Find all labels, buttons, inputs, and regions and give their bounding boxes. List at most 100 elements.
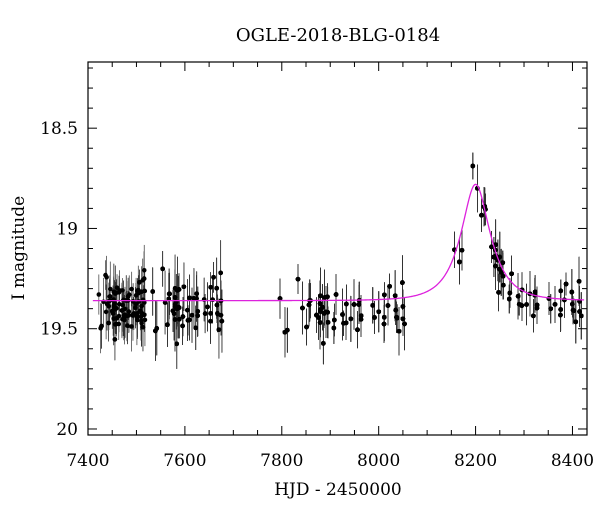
data-point <box>497 254 503 260</box>
data-point <box>165 322 170 328</box>
data-point <box>578 313 584 319</box>
data-point <box>189 312 195 318</box>
data-point <box>122 312 128 318</box>
y-tick-label: 20 <box>56 420 78 440</box>
data-point <box>215 311 220 316</box>
data-point <box>119 308 125 313</box>
data-point <box>314 312 319 318</box>
data-point <box>321 341 326 346</box>
data-point <box>381 321 387 327</box>
data-point <box>396 328 402 334</box>
axis-ticks <box>87 62 587 435</box>
data-point <box>136 299 142 304</box>
data-point <box>524 302 529 307</box>
data-point <box>107 294 113 299</box>
data-point <box>219 318 225 324</box>
data-point <box>110 308 115 314</box>
data-point <box>501 282 506 288</box>
data-point <box>141 267 147 273</box>
data-point <box>218 270 223 276</box>
data-point <box>534 302 540 308</box>
data-point <box>348 316 354 322</box>
data-point <box>139 320 144 326</box>
data-point <box>126 309 132 314</box>
x-tick-label: 8200 <box>454 451 497 471</box>
data-point <box>531 313 536 319</box>
data-point <box>400 304 406 309</box>
y-tick-label: 19 <box>56 219 78 239</box>
data-point <box>552 302 558 307</box>
data-point <box>99 323 104 329</box>
data-point <box>320 305 325 310</box>
data-point <box>300 305 305 311</box>
data-point <box>532 289 538 295</box>
error-bars <box>98 152 582 369</box>
data-point <box>325 320 331 325</box>
data-point <box>570 307 576 313</box>
data-point <box>356 302 362 307</box>
data-point <box>344 301 349 307</box>
data-point <box>154 326 160 331</box>
data-point <box>385 303 391 308</box>
data-point <box>194 291 200 296</box>
y-axis-label: I magnitude <box>9 196 29 300</box>
data-point <box>295 276 301 282</box>
data-point <box>126 313 132 318</box>
data-point <box>187 295 192 301</box>
data-point <box>489 244 494 250</box>
data-point <box>116 301 122 307</box>
data-point <box>191 296 197 301</box>
x-tick-label: 7600 <box>163 451 206 471</box>
data-point <box>394 315 400 321</box>
data-point <box>558 312 563 318</box>
data-point <box>121 316 126 322</box>
data-point <box>180 323 185 329</box>
data-point <box>332 317 337 323</box>
data-point <box>402 321 407 327</box>
data-point <box>135 288 140 294</box>
data-point <box>208 311 213 316</box>
data-point <box>216 327 222 332</box>
data-point <box>174 341 180 347</box>
data-point <box>104 301 110 307</box>
data-point <box>111 289 117 295</box>
data-point <box>355 327 360 333</box>
data-point <box>323 309 329 315</box>
data-point <box>170 308 176 314</box>
data-point <box>493 242 498 247</box>
data-point <box>142 317 148 323</box>
plot-frame <box>87 61 588 436</box>
data-point <box>135 317 140 323</box>
y-tick-label: 18.5 <box>40 119 78 139</box>
data-point <box>114 316 119 321</box>
data-point <box>285 327 290 333</box>
data-point <box>400 316 406 322</box>
data-point <box>562 297 567 303</box>
data-point <box>195 309 201 314</box>
data-point <box>172 295 178 300</box>
data-point <box>393 307 399 313</box>
data-point <box>193 325 199 331</box>
data-point <box>176 287 182 292</box>
data-point <box>112 337 118 342</box>
data-point <box>333 292 339 297</box>
data-point <box>500 273 506 279</box>
data-point <box>506 296 512 302</box>
data-point <box>96 292 102 297</box>
data-point <box>142 300 147 305</box>
data-point <box>166 291 172 297</box>
data-point <box>493 263 498 269</box>
data-point <box>548 306 554 312</box>
data-point <box>515 293 521 299</box>
data-point <box>181 284 187 290</box>
data-point <box>277 296 283 301</box>
x-tick-label: 8000 <box>357 451 400 471</box>
data-point <box>195 313 200 319</box>
data-point <box>577 309 582 314</box>
data-point <box>208 318 213 324</box>
data-point <box>177 316 182 322</box>
data-point <box>500 260 506 266</box>
data-point <box>172 317 178 322</box>
data-point <box>133 305 138 311</box>
y-tick-label: 19.5 <box>40 320 78 340</box>
